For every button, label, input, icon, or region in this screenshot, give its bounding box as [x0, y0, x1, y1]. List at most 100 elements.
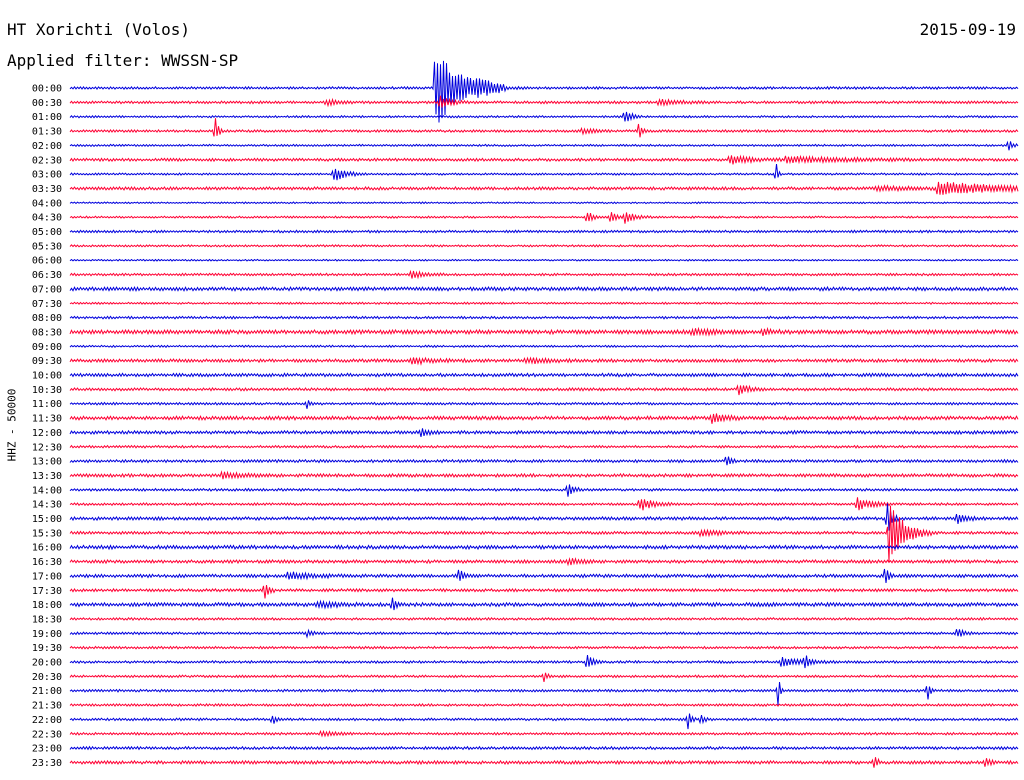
row-tick-label: 20:00: [32, 658, 62, 669]
row-tick-label: 18:30: [32, 614, 62, 625]
row-tick-label: 13:30: [32, 471, 62, 482]
row-tick-label: 19:30: [32, 643, 62, 654]
record-date: 2015-09-19: [919, 20, 1016, 39]
trace-row: [69, 372, 1019, 378]
row-tick-label: 09:00: [32, 342, 62, 353]
row-tick-label: 19:00: [32, 629, 62, 640]
trace-row: [69, 757, 1019, 768]
trace-row: [69, 702, 1019, 708]
trace-row: [69, 557, 1019, 567]
row-tick-label: 12:00: [32, 428, 62, 439]
row-tick-label: 04:00: [32, 198, 62, 209]
row-tick-labels: 00:00 00:30 01:00 01:30 02:00 02:30 03:00 03:30…: [32, 84, 62, 769]
trace-row: [69, 470, 1019, 480]
trace-row: [69, 428, 1019, 438]
row-tick-label: 03:00: [32, 170, 62, 181]
trace-row: [69, 745, 1019, 751]
trace-row: [69, 568, 1019, 584]
row-tick-label: 16:00: [32, 543, 62, 554]
row-tick-label: 10:00: [32, 371, 62, 382]
trace-row: [69, 456, 1019, 466]
trace-row: [69, 384, 1019, 396]
row-tick-label: 14:00: [32, 485, 62, 496]
row-tick-label: 08:30: [32, 327, 62, 338]
row-tick-label: 22:00: [32, 715, 62, 726]
trace-row: [69, 212, 1019, 224]
row-tick-label: 06:00: [32, 256, 62, 267]
row-tick-label: 14:30: [32, 500, 62, 511]
trace-row: [69, 315, 1019, 320]
trace-row: [69, 181, 1019, 195]
trace-row: [69, 285, 1019, 292]
row-tick-label: 07:00: [32, 284, 62, 295]
trace-row: [69, 672, 1019, 683]
trace-row: [69, 444, 1019, 449]
trace-row: [69, 229, 1019, 234]
row-tick-label: 17:00: [32, 571, 62, 582]
trace-row: [69, 201, 1019, 205]
row-tick-label: 01:00: [32, 112, 62, 123]
trace-row: [69, 616, 1019, 622]
row-tick-label: 23:00: [32, 744, 62, 755]
row-tick-label: 22:30: [32, 729, 62, 740]
row-tick-label: 21:00: [32, 686, 62, 697]
trace-row: [69, 140, 1019, 151]
row-tick-label: 16:30: [32, 557, 62, 568]
row-tick-label: 05:30: [32, 241, 62, 252]
trace-row: [69, 111, 1019, 122]
row-tick-label: 07:30: [32, 299, 62, 310]
row-tick-label: 12:30: [32, 442, 62, 453]
trace-row: [69, 344, 1019, 349]
row-tick-label: 18:00: [32, 600, 62, 611]
row-tick-label: 23:30: [32, 758, 62, 769]
trace-row: [69, 681, 1019, 706]
row-tick-label: 06:30: [32, 270, 62, 281]
trace-row: [69, 413, 1019, 424]
row-tick-label: 10:30: [32, 385, 62, 396]
trace-row: [69, 301, 1019, 306]
trace-row: [69, 154, 1019, 165]
trace-row: [69, 729, 1019, 738]
row-tick-label: 11:30: [32, 414, 62, 425]
trace-row: [69, 118, 1019, 138]
row-tick-label: 05:00: [32, 227, 62, 238]
trace-row: [69, 258, 1019, 262]
row-tick-label: 20:30: [32, 672, 62, 683]
row-tick-label: 09:30: [32, 356, 62, 367]
row-tick-label: 02:00: [32, 141, 62, 152]
row-tick-label: 00:00: [32, 84, 62, 95]
trace-row: [69, 597, 1019, 611]
row-tick-label: 11:00: [32, 399, 62, 410]
trace-row: [69, 544, 1019, 551]
trace-row: [69, 645, 1019, 650]
trace-row: [69, 484, 1019, 497]
station-title: HT Xorichti (Volos): [7, 20, 191, 39]
row-tick-label: 21:30: [32, 701, 62, 712]
row-tick-label: 02:30: [32, 155, 62, 166]
row-tick-label: 01:30: [32, 127, 62, 138]
trace-row: [69, 356, 1019, 366]
trace-row: [69, 628, 1019, 639]
row-tick-label: 08:00: [32, 313, 62, 324]
trace-lines: [69, 60, 1019, 768]
row-tick-label: 03:30: [32, 184, 62, 195]
trace-row: [69, 585, 1019, 599]
trace-row: [69, 95, 1019, 108]
row-tick-label: 04:30: [32, 213, 62, 224]
row-tick-label: 17:30: [32, 586, 62, 597]
trace-row: [69, 713, 1019, 730]
trace-row: [69, 164, 1019, 181]
row-tick-label: 15:00: [32, 514, 62, 525]
trace-row: [69, 503, 1019, 531]
row-tick-label: 00:30: [32, 98, 62, 109]
filter-label: Applied filter: WWSSN-SP: [7, 51, 239, 70]
trace-row: [69, 655, 1019, 669]
trace-row: [69, 244, 1019, 248]
trace-row: [69, 326, 1019, 337]
row-tick-label: 13:00: [32, 457, 62, 468]
trace-row: [69, 269, 1019, 280]
trace-row: [69, 400, 1019, 409]
trace-row: [69, 505, 1019, 562]
row-tick-label: 15:30: [32, 528, 62, 539]
